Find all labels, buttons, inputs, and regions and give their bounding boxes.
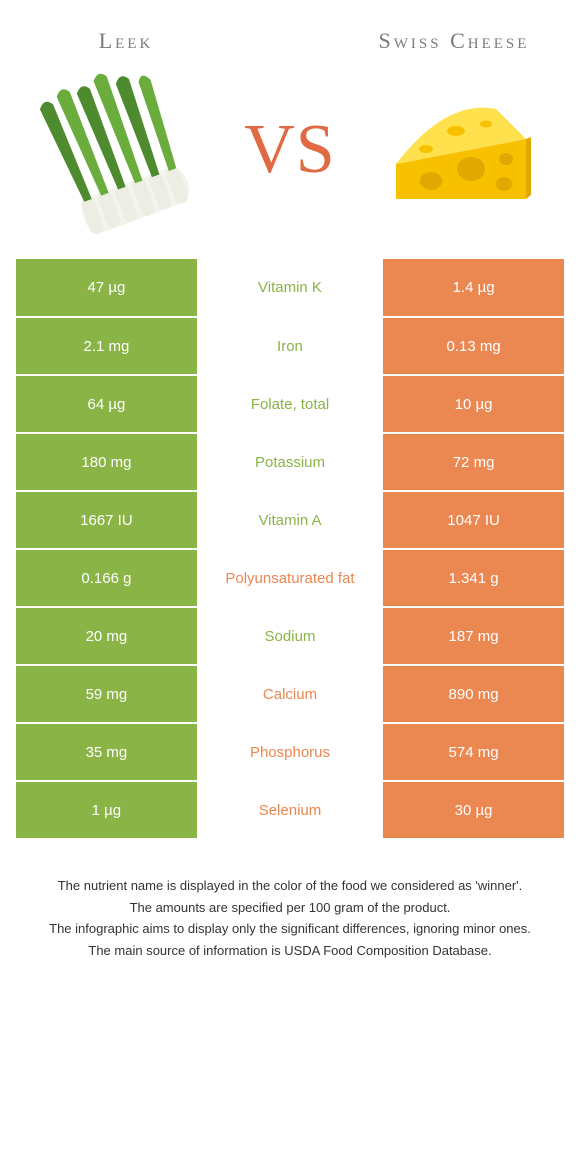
footnote-line: The amounts are specified per 100 gram o… [34, 898, 546, 918]
right-value: 187 mg [383, 607, 564, 665]
nutrient-row: 64 µgFolate, total10 µg [16, 375, 564, 433]
nutrient-table: 47 µgVitamin K1.4 µg2.1 mgIron0.13 mg64 … [16, 259, 564, 840]
left-value: 59 mg [16, 665, 197, 723]
nutrient-name: Vitamin K [197, 259, 383, 317]
titles-row: Leek Swiss Cheese [16, 0, 564, 63]
nutrient-row: 2.1 mgIron0.13 mg [16, 317, 564, 375]
nutrient-name: Folate, total [197, 375, 383, 433]
nutrient-row: 20 mgSodium187 mg [16, 607, 564, 665]
nutrient-row: 59 mgCalcium890 mg [16, 665, 564, 723]
left-value: 1667 IU [16, 491, 197, 549]
footnotes: The nutrient name is displayed in the co… [16, 840, 564, 960]
nutrient-name: Phosphorus [197, 723, 383, 781]
nutrient-row: 1 µgSelenium30 µg [16, 781, 564, 839]
left-value: 47 µg [16, 259, 197, 317]
right-value: 890 mg [383, 665, 564, 723]
swiss-cheese-image [376, 69, 546, 239]
right-value: 10 µg [383, 375, 564, 433]
nutrient-name: Vitamin A [197, 491, 383, 549]
nutrient-name: Polyunsaturated fat [197, 549, 383, 607]
right-value: 1.341 g [383, 549, 564, 607]
footnote-line: The nutrient name is displayed in the co… [34, 876, 546, 896]
left-value: 180 mg [16, 433, 197, 491]
right-value: 1047 IU [383, 491, 564, 549]
footnote-line: The infographic aims to display only the… [34, 919, 546, 939]
nutrient-name: Selenium [197, 781, 383, 839]
left-value: 20 mg [16, 607, 197, 665]
right-value: 1.4 µg [383, 259, 564, 317]
left-value: 64 µg [16, 375, 197, 433]
left-value: 0.166 g [16, 549, 197, 607]
nutrient-row: 0.166 gPolyunsaturated fat1.341 g [16, 549, 564, 607]
nutrient-row: 35 mgPhosphorus574 mg [16, 723, 564, 781]
nutrient-row: 1667 IUVitamin A1047 IU [16, 491, 564, 549]
nutrient-name: Potassium [197, 433, 383, 491]
left-value: 35 mg [16, 723, 197, 781]
nutrient-name: Calcium [197, 665, 383, 723]
left-value: 1 µg [16, 781, 197, 839]
leek-image [34, 69, 204, 239]
right-food-title: Swiss Cheese [364, 28, 544, 53]
vs-label: VS [244, 115, 335, 193]
hero-row: VS [16, 63, 564, 259]
nutrient-row: 180 mgPotassium72 mg [16, 433, 564, 491]
right-value: 30 µg [383, 781, 564, 839]
right-value: 72 mg [383, 433, 564, 491]
nutrient-row: 47 µgVitamin K1.4 µg [16, 259, 564, 317]
nutrient-name: Sodium [197, 607, 383, 665]
right-value: 574 mg [383, 723, 564, 781]
left-food-title: Leek [36, 28, 216, 53]
footnote-line: The main source of information is USDA F… [34, 941, 546, 961]
nutrient-name: Iron [197, 317, 383, 375]
right-value: 0.13 mg [383, 317, 564, 375]
left-value: 2.1 mg [16, 317, 197, 375]
